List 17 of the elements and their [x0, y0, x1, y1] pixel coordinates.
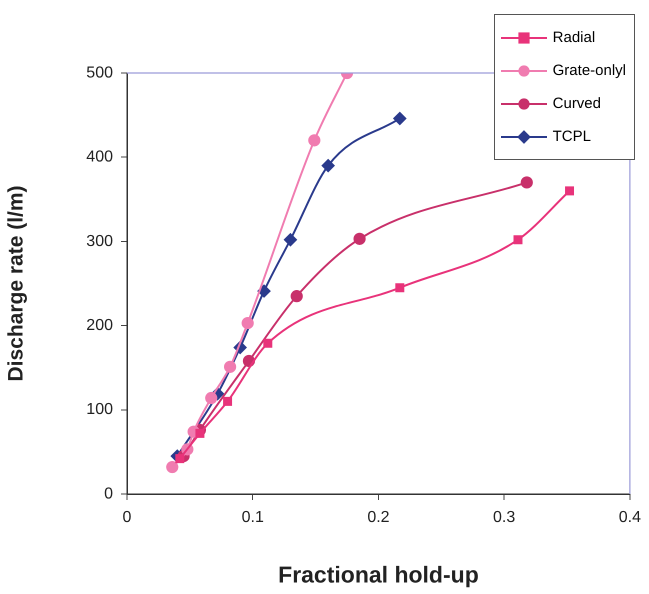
y-tick-label: 300 [86, 232, 114, 250]
x-tick-label: 0.4 [618, 509, 642, 526]
x-tick-label: 0 [122, 509, 132, 526]
x-tick-label: 0.3 [493, 509, 516, 526]
x-tick-label: 0.1 [242, 509, 264, 526]
x-axis-title: Fractional hold-up [278, 562, 479, 588]
x-tick-label: 0.2 [367, 509, 390, 526]
y-tick-label: 400 [86, 148, 114, 166]
legend-label: Radial [552, 29, 596, 46]
y-tick-label: 200 [86, 317, 114, 334]
legend-label: Curved [552, 95, 601, 112]
y-tick-label: 100 [86, 401, 114, 418]
y-axis-title: Discharge rate (l/m) [4, 185, 28, 382]
legend-label: Grate-onlyl [552, 62, 626, 79]
y-tick-label: 500 [86, 64, 114, 82]
y-tick-label: 0 [104, 485, 114, 502]
legend-label: TCPL [552, 128, 591, 145]
